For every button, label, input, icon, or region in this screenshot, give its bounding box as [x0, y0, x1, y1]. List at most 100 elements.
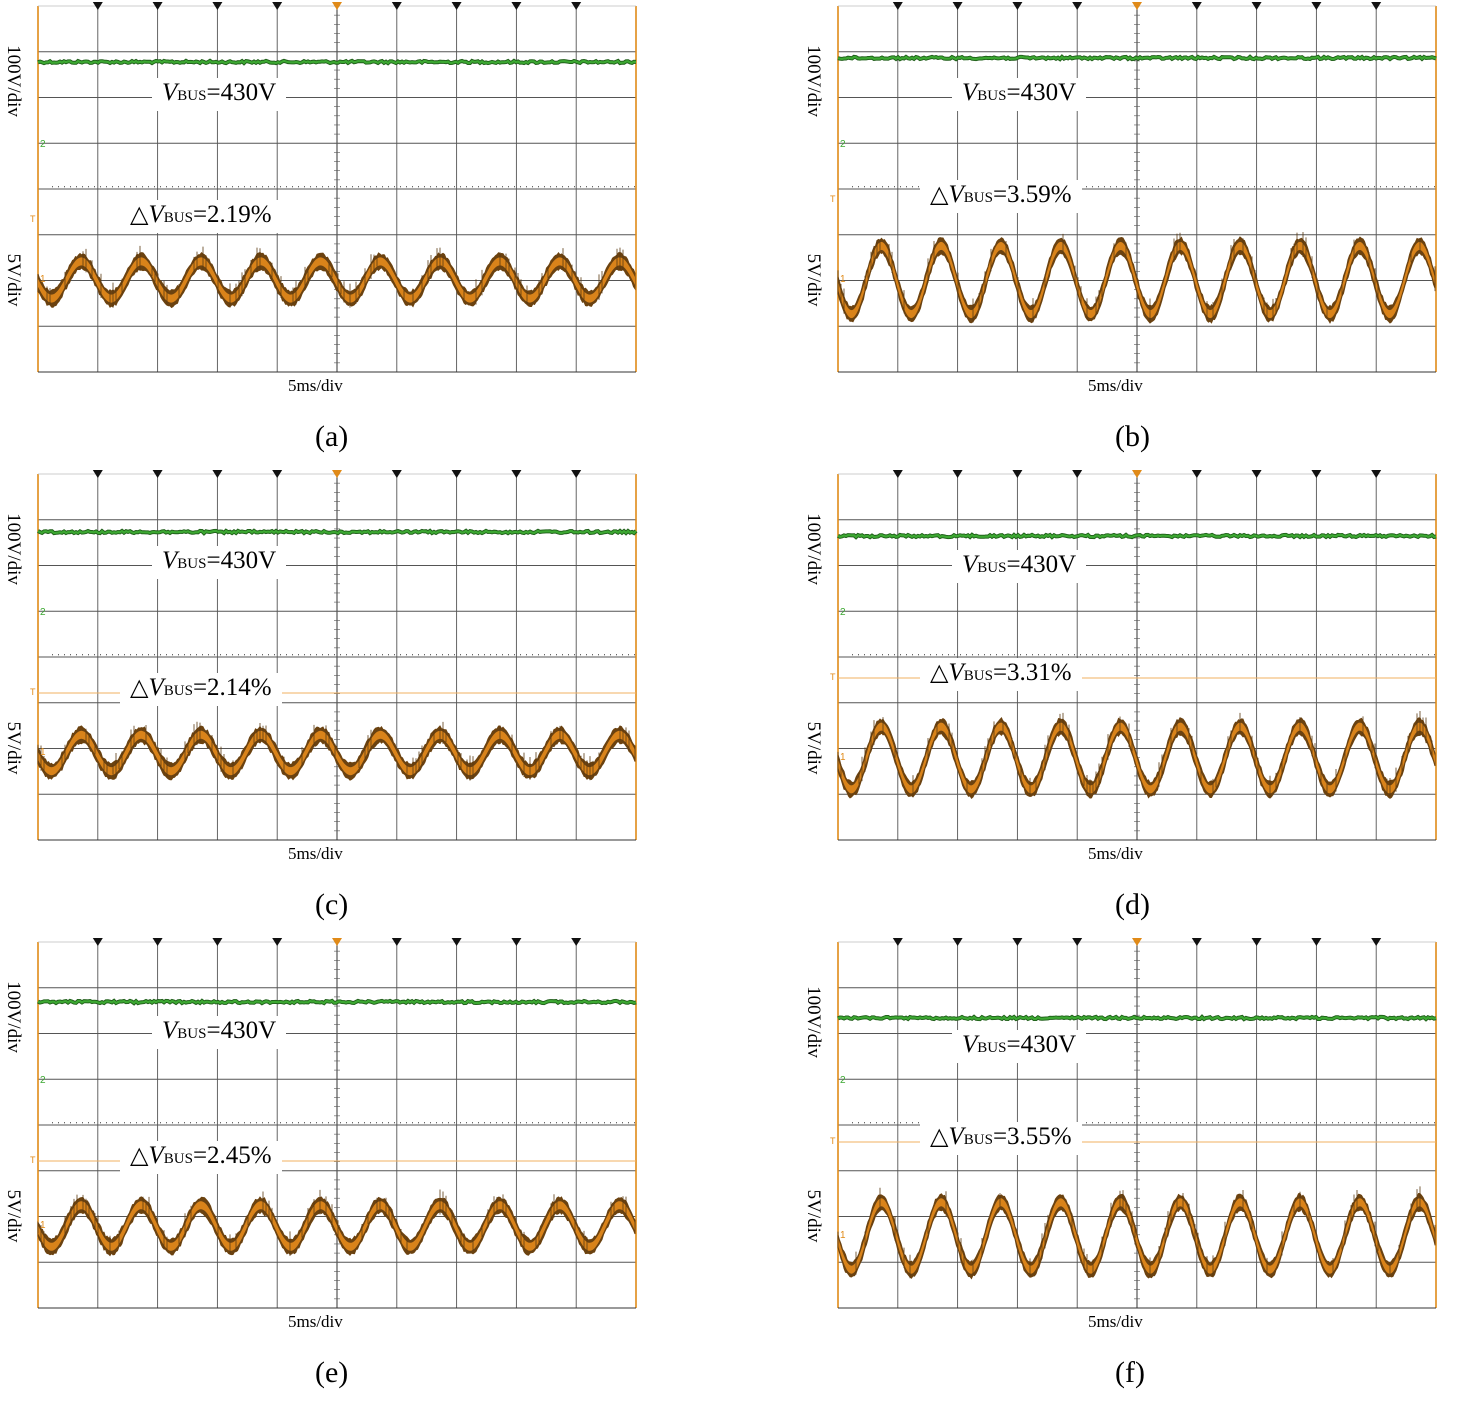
time-marker	[391, 2, 402, 10]
ripple-annotation: △VBUS=3.59%	[920, 180, 1082, 213]
ripple-trace	[838, 241, 1435, 319]
trigger-marker: T	[830, 672, 836, 682]
trigger-position-marker	[332, 938, 342, 946]
vbus-dc-trace	[37, 529, 637, 535]
trigger-position-marker	[332, 2, 342, 10]
ripple-annotation: △VBUS=2.14%	[120, 673, 282, 706]
vbus-value: =430V	[1006, 551, 1077, 578]
vbus-value: =430V	[1006, 1031, 1077, 1058]
scope-screen	[837, 470, 1437, 841]
ch2-marker: 2	[840, 138, 846, 150]
scope-panel-e: 100V/div 5V/div 5ms/div (e) 2 1 T VBUS=430V △VBU…	[0, 936, 660, 1406]
ripple-subscript: BUS	[163, 210, 193, 226]
ripple-annotation: △VBUS=2.19%	[120, 200, 282, 233]
scope-panel-c: 100V/div 5V/div 5ms/div (c) 2 1 T VBUS=430V △VBU…	[0, 468, 660, 938]
delta-symbol: △	[130, 202, 149, 228]
panel-caption: (f)	[1115, 1356, 1145, 1389]
time-marker	[1072, 938, 1083, 946]
ripple-value: =2.19%	[192, 201, 272, 228]
vbus-subscript: BUS	[977, 560, 1007, 576]
time-marker	[892, 2, 903, 10]
ch1-marker: 1	[840, 274, 846, 285]
ripple-value: =2.14%	[192, 674, 272, 701]
time-marker	[1251, 938, 1262, 946]
delta-symbol: △	[930, 182, 949, 208]
ch2-marker: 2	[40, 1074, 46, 1086]
ripple-annotation: △VBUS=3.55%	[920, 1122, 1082, 1155]
ch2-marker: 2	[840, 606, 846, 618]
ripple-v-symbol: V	[948, 181, 964, 208]
time-marker	[391, 470, 402, 478]
time-marker	[1311, 938, 1322, 946]
time-marker	[1191, 2, 1202, 10]
trigger-position-marker	[332, 470, 342, 478]
trigger-marker: T	[30, 687, 36, 697]
x-scale-label: 5ms/div	[1082, 376, 1149, 396]
time-marker	[1311, 2, 1322, 10]
ripple-trace	[838, 722, 1435, 794]
ripple-trace	[38, 1201, 635, 1251]
ripple-v-symbol: V	[148, 1142, 164, 1169]
scope-panel-b: 100V/div 5V/div 5ms/div (b) 2 1 T VBUS=430V △VBU…	[800, 0, 1460, 470]
trigger-position-marker	[1132, 2, 1142, 10]
ripple-subscript: BUS	[163, 683, 193, 699]
time-marker	[92, 938, 103, 946]
time-marker	[511, 938, 522, 946]
ripple-trace	[38, 730, 635, 776]
trigger-position-marker	[1132, 470, 1142, 478]
panel-caption: (c)	[315, 888, 349, 921]
ch1-marker: 1	[40, 1220, 46, 1231]
vbus-annotation: VBUS=430V	[152, 1016, 287, 1049]
trigger-marker: T	[830, 194, 836, 204]
time-marker	[1191, 470, 1202, 478]
vbus-value: =430V	[206, 547, 277, 574]
vbus-symbol: V	[162, 1017, 178, 1044]
ripple-trace	[838, 1198, 1435, 1274]
ch2-marker: 2	[840, 1074, 846, 1086]
ripple-value: =3.31%	[992, 659, 1072, 686]
time-marker	[571, 2, 582, 10]
y-scale-label-ch1: 5V/div	[3, 721, 24, 775]
trigger-marker: T	[830, 1136, 836, 1146]
panel-caption: (e)	[315, 1356, 349, 1389]
time-marker	[1371, 2, 1382, 10]
time-marker	[152, 938, 163, 946]
time-marker	[451, 470, 462, 478]
time-marker	[952, 938, 963, 946]
ch2-marker: 2	[40, 138, 46, 150]
time-marker	[212, 470, 223, 478]
time-marker	[571, 938, 582, 946]
delta-symbol: △	[130, 1143, 149, 1169]
time-marker	[892, 470, 903, 478]
y-scale-label-ch1: 5V/div	[803, 253, 824, 307]
vbus-dc-trace	[837, 55, 1437, 61]
x-scale-label: 5ms/div	[282, 1312, 349, 1332]
vbus-symbol: V	[962, 551, 978, 578]
panel-caption: (b)	[1115, 420, 1150, 453]
vbus-dc-trace	[37, 999, 637, 1005]
time-marker	[451, 2, 462, 10]
y-scale-label-ch2: 100V/div	[3, 513, 24, 585]
y-scale-label-ch1: 5V/div	[3, 1189, 24, 1243]
ripple-value: =3.59%	[992, 181, 1072, 208]
time-marker	[1371, 470, 1382, 478]
ripple-trace	[38, 257, 635, 303]
vbus-annotation: VBUS=430V	[952, 550, 1087, 583]
time-marker	[272, 938, 283, 946]
time-marker	[1371, 938, 1382, 946]
scope-screen	[37, 2, 637, 373]
scope-screen	[37, 470, 638, 841]
time-marker	[952, 470, 963, 478]
vbus-symbol: V	[162, 547, 178, 574]
time-marker	[892, 938, 903, 946]
trigger-marker: T	[30, 1155, 36, 1165]
y-scale-label-ch1: 5V/div	[803, 1189, 824, 1243]
time-marker	[952, 2, 963, 10]
vbus-dc-trace	[837, 533, 1437, 539]
scope-panel-f: 100V/div 5V/div 5ms/div (f) 2 1 T VBUS=430V △VBU…	[800, 936, 1460, 1406]
delta-symbol: △	[130, 675, 149, 701]
delta-symbol: △	[930, 660, 949, 686]
ripple-value: =3.55%	[992, 1123, 1072, 1150]
scope-panel-d: 100V/div 5V/div 5ms/div (d) 2 1 T VBUS=430V △VBU…	[800, 468, 1460, 938]
scope-screen	[837, 938, 1437, 1309]
